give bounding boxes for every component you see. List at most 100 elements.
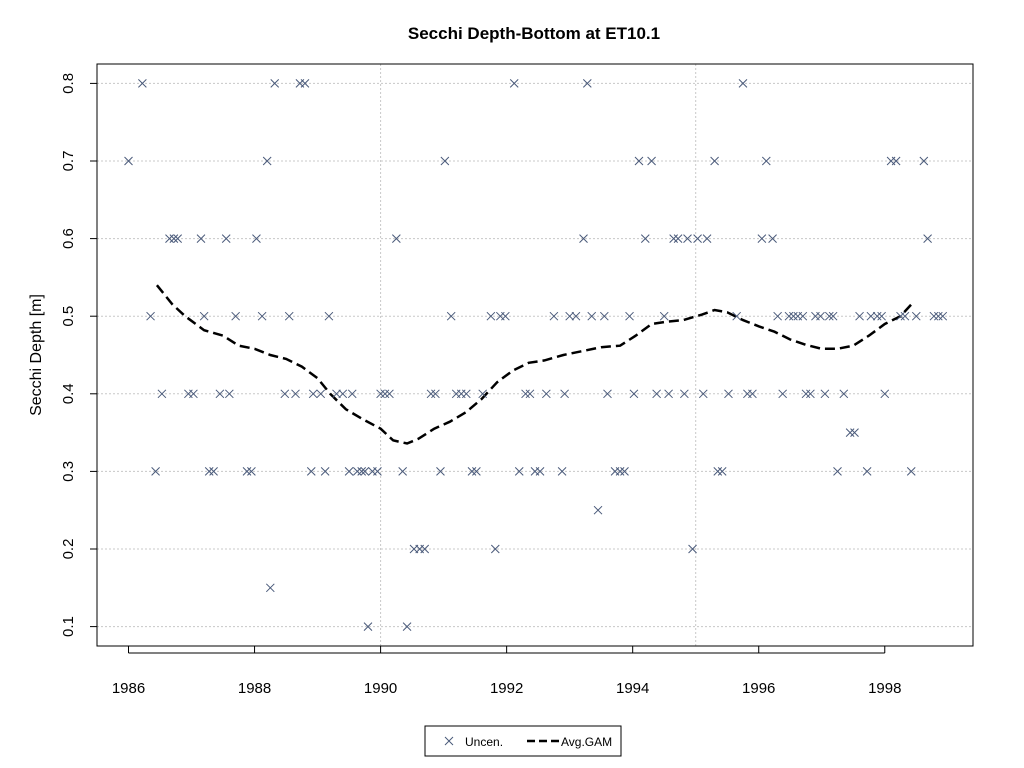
x-tick-label: 1988 — [238, 680, 271, 697]
data-point — [603, 389, 612, 399]
avg-gam-line — [155, 284, 913, 445]
data-point — [919, 156, 929, 166]
data-point — [501, 311, 510, 321]
data-point — [625, 311, 634, 321]
data-point — [138, 79, 147, 88]
data-point — [478, 389, 488, 399]
data-point — [839, 389, 849, 399]
data-point — [257, 311, 267, 321]
y-tick-label: 0.1 — [60, 616, 77, 637]
data-point — [215, 389, 225, 399]
y-tick-label: 0.8 — [60, 73, 77, 94]
uncensored-points-series — [124, 79, 948, 631]
data-point — [620, 467, 629, 476]
data-point — [385, 389, 394, 399]
data-point — [872, 311, 882, 321]
data-point — [509, 79, 519, 88]
x-tick-label: 1996 — [742, 680, 775, 697]
legend-label-uncen: Uncen. — [465, 735, 503, 749]
data-point — [472, 467, 481, 476]
data-point — [923, 234, 932, 243]
x-tick-label: 1990 — [364, 680, 397, 697]
data-point — [521, 389, 530, 399]
legend-item-avg-gam: Avg.GAM — [527, 735, 612, 749]
y-tick-label: 0.6 — [60, 228, 77, 249]
data-point — [284, 311, 294, 321]
data-point — [169, 234, 179, 243]
data-point — [332, 389, 341, 399]
data-point — [571, 311, 581, 321]
data-point — [306, 467, 316, 476]
data-point — [587, 311, 597, 321]
data-point — [582, 79, 592, 88]
data-point — [373, 467, 382, 476]
data-point — [806, 389, 815, 399]
data-point — [738, 79, 748, 88]
data-point — [647, 156, 656, 166]
data-point — [629, 389, 639, 399]
data-point — [157, 389, 167, 399]
grid-lines — [97, 64, 973, 646]
data-point — [199, 311, 209, 321]
data-point — [320, 467, 330, 476]
data-point — [880, 389, 890, 399]
data-point — [352, 467, 362, 476]
data-point — [615, 467, 625, 476]
data-point — [896, 311, 905, 321]
data-point — [490, 544, 500, 554]
data-point — [124, 156, 133, 166]
data-point — [911, 311, 921, 321]
data-point — [710, 156, 719, 166]
data-point — [247, 467, 256, 476]
data-point — [778, 389, 788, 399]
data-point — [461, 389, 471, 399]
data-point — [891, 156, 901, 166]
data-point — [833, 467, 842, 476]
data-point — [933, 311, 943, 321]
data-point — [173, 234, 183, 243]
x-tick-label: 1998 — [868, 680, 901, 697]
data-point — [768, 234, 777, 243]
data-point — [146, 311, 155, 321]
data-point — [265, 583, 275, 593]
data-point — [877, 311, 886, 321]
data-point — [151, 467, 160, 476]
data-point — [426, 389, 436, 399]
data-point — [669, 234, 679, 243]
data-point — [713, 467, 723, 476]
x-tick-label: 1986 — [112, 680, 145, 697]
data-point — [599, 311, 609, 321]
data-point — [724, 389, 733, 399]
data-point — [376, 389, 385, 399]
data-point — [221, 234, 231, 243]
data-point — [308, 389, 318, 399]
data-point — [673, 234, 683, 243]
data-point — [579, 234, 588, 243]
data-point — [541, 389, 551, 399]
data-point — [467, 467, 477, 476]
data-point — [688, 544, 697, 554]
data-point — [525, 389, 535, 399]
data-point — [640, 234, 650, 243]
y-axis: 0.1 0.2 0.3 0.4 0.5 0.6 0.7 0.8 — [60, 73, 97, 637]
data-point — [224, 389, 234, 399]
data-point — [291, 389, 300, 399]
data-point — [402, 622, 412, 631]
data-point — [363, 622, 373, 631]
data-point — [209, 467, 218, 476]
data-point — [398, 467, 408, 476]
data-point — [436, 467, 445, 476]
y-tick-label: 0.3 — [60, 461, 77, 482]
data-point — [196, 234, 206, 243]
data-point — [324, 311, 334, 321]
data-point — [698, 389, 708, 399]
data-point — [360, 467, 370, 476]
data-point — [748, 389, 757, 399]
data-point — [900, 311, 910, 321]
data-point — [560, 389, 569, 399]
data-point — [850, 428, 859, 437]
data-point — [906, 467, 916, 476]
y-tick-label: 0.7 — [60, 151, 77, 172]
data-point — [593, 505, 603, 515]
data-point — [420, 544, 430, 554]
